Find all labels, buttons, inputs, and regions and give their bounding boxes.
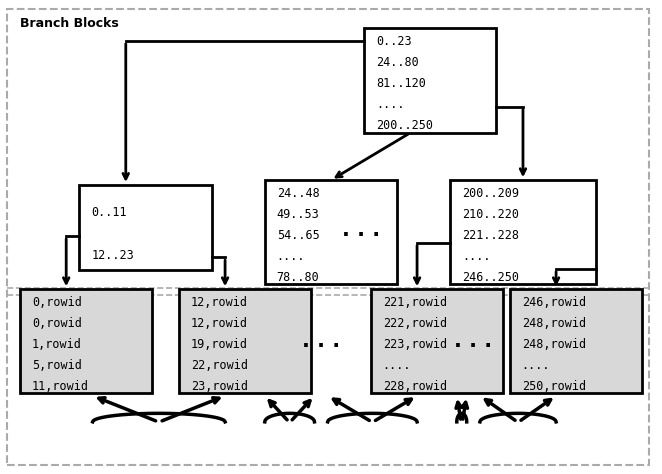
FancyBboxPatch shape [20,289,152,393]
Text: 78..80: 78..80 [277,271,320,283]
Text: 11,rowid: 11,rowid [32,380,89,392]
FancyBboxPatch shape [510,289,642,393]
Text: 248,rowid: 248,rowid [522,338,586,351]
Text: 221..228: 221..228 [462,229,519,242]
Text: Leaf Blocks: Leaf Blocks [20,301,100,314]
Text: 1,rowid: 1,rowid [32,338,81,351]
Text: 0..11: 0..11 [91,206,127,219]
FancyBboxPatch shape [450,180,596,284]
Text: ....: .... [277,250,305,263]
Text: 210..220: 210..220 [462,208,519,221]
Text: 5,rowid: 5,rowid [32,359,81,372]
FancyBboxPatch shape [7,9,649,465]
FancyBboxPatch shape [79,185,212,270]
Text: 0..23: 0..23 [376,36,412,48]
Text: ....: .... [522,359,550,372]
Text: 246..250: 246..250 [462,271,519,283]
Text: 228,rowid: 228,rowid [383,380,447,392]
Text: 221,rowid: 221,rowid [383,296,447,309]
Text: 223,rowid: 223,rowid [383,338,447,351]
Text: 248,rowid: 248,rowid [522,317,586,330]
Text: ....: .... [376,98,404,111]
Text: 12,rowid: 12,rowid [191,317,248,330]
Text: 0,rowid: 0,rowid [32,317,81,330]
FancyBboxPatch shape [371,289,503,393]
Text: . . .: . . . [302,331,340,351]
FancyBboxPatch shape [179,289,311,393]
Text: 200..250: 200..250 [376,119,433,132]
Text: 19,rowid: 19,rowid [191,338,248,351]
Text: 49..53: 49..53 [277,208,320,221]
Text: 246,rowid: 246,rowid [522,296,586,309]
Text: 222,rowid: 222,rowid [383,317,447,330]
Text: 24..48: 24..48 [277,187,320,200]
Text: 24..80: 24..80 [376,56,419,69]
Text: 23,rowid: 23,rowid [191,380,248,392]
Text: . . .: . . . [342,220,380,240]
FancyBboxPatch shape [265,180,397,284]
Text: 200..209: 200..209 [462,187,519,200]
Text: 12..23: 12..23 [91,249,134,262]
Text: ....: .... [383,359,411,372]
Text: 81..120: 81..120 [376,77,426,90]
Text: 22,rowid: 22,rowid [191,359,248,372]
FancyBboxPatch shape [364,28,496,133]
Text: 250,rowid: 250,rowid [522,380,586,392]
Text: ....: .... [462,250,491,263]
Text: 0,rowid: 0,rowid [32,296,81,309]
Text: Branch Blocks: Branch Blocks [20,17,118,29]
Text: 54..65: 54..65 [277,229,320,242]
Text: . . .: . . . [454,331,493,351]
Text: 12,rowid: 12,rowid [191,296,248,309]
